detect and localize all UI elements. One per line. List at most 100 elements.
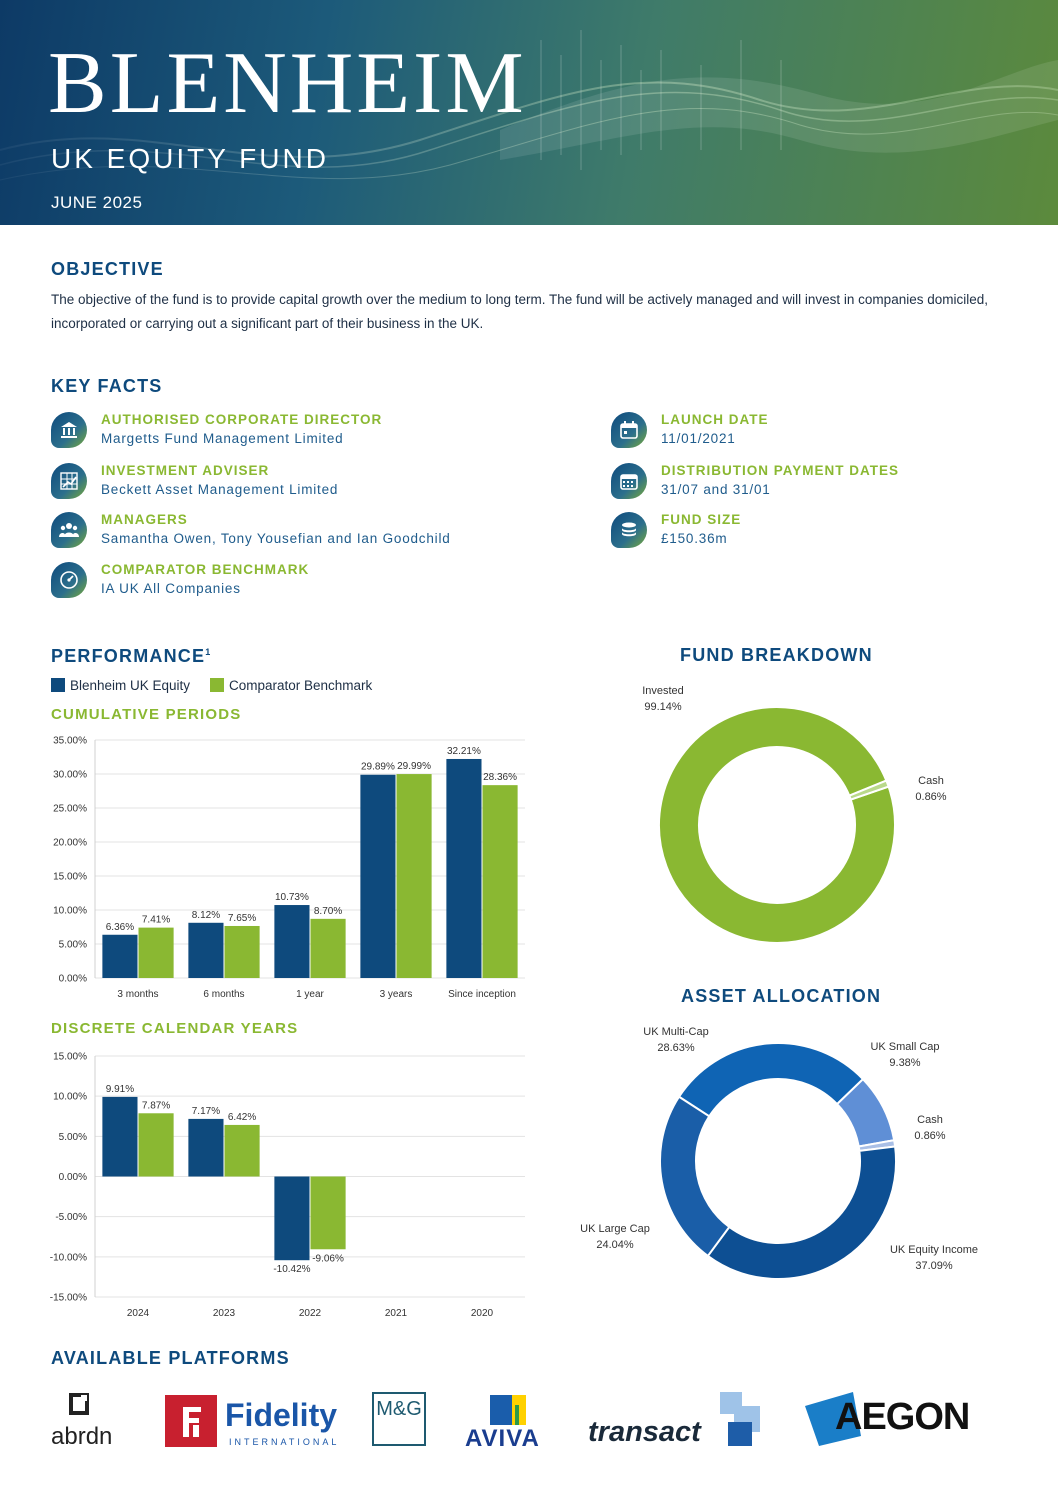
objective-text: The objective of the fund is to provide … — [51, 292, 988, 331]
brand-title: BLENHEIM — [48, 35, 527, 132]
slice-value-label: 9.38% — [889, 1057, 920, 1069]
y-tick-label: 10.00% — [53, 1092, 87, 1103]
slice-name-label: Cash — [918, 775, 944, 787]
x-tick-label: 2020 — [471, 1308, 494, 1319]
bar-data-label: 6.36% — [106, 922, 134, 933]
fact-value: £150.36m — [661, 531, 728, 546]
bar — [274, 905, 310, 978]
slice-value-label: 37.09% — [915, 1260, 953, 1272]
x-tick-label: 6 months — [203, 989, 244, 1000]
fidelity-wordmark: Fidelity — [225, 1397, 338, 1433]
x-tick-label: 3 months — [117, 989, 158, 1000]
bar — [138, 927, 174, 978]
fact-label: INVESTMENT ADVISER — [101, 463, 270, 478]
bar — [310, 918, 346, 978]
fund-breakdown-heading: FUND BREAKDOWN — [680, 645, 873, 665]
mandg-logo: M&G — [372, 1392, 426, 1446]
platforms-heading: AVAILABLE PLATFORMS — [51, 1348, 290, 1368]
bank-icon — [51, 412, 87, 448]
fidelity-f-icon — [165, 1395, 217, 1447]
fact-label: LAUNCH DATE — [661, 412, 769, 427]
legend-swatch-benchmark — [210, 678, 224, 692]
bar-data-label: 7.41% — [142, 915, 170, 926]
y-tick-label: 25.00% — [53, 804, 87, 815]
slice-name-label: UK Equity Income — [890, 1244, 978, 1256]
x-tick-label: 2022 — [299, 1308, 322, 1319]
y-tick-label: 10.00% — [53, 906, 87, 917]
bar — [224, 925, 260, 978]
slice-name-label: UK Large Cap — [580, 1223, 650, 1235]
gauge-icon — [51, 562, 87, 598]
abrdn-wordmark: abrdn — [51, 1423, 113, 1450]
bar — [396, 774, 432, 978]
bar — [102, 934, 138, 978]
performance-title: PERFORMANCE — [51, 646, 206, 666]
bar-data-label: 6.42% — [228, 1112, 256, 1123]
aegon-wordmark: AEGON — [835, 1396, 970, 1438]
slice-name-label: Cash — [917, 1114, 943, 1126]
chart-grid-icon — [51, 463, 87, 499]
bar — [188, 1118, 224, 1177]
calendar-grid-icon — [611, 463, 647, 499]
transact-logo: transact — [588, 1392, 768, 1452]
bar — [224, 1124, 260, 1177]
asset-allocation-donut: UK Multi-Cap 28.63% UK Small Cap 9.38% Cash 0… — [580, 1026, 978, 1280]
slice-value-label: 24.04% — [596, 1239, 634, 1251]
bar — [138, 1113, 174, 1177]
bar — [446, 758, 482, 978]
slice-name-label: UK Multi-Cap — [643, 1026, 708, 1038]
y-tick-label: 15.00% — [53, 1052, 87, 1063]
abrdn-mark-icon — [69, 1393, 89, 1415]
bar — [274, 1176, 310, 1261]
bar-data-label: 29.89% — [361, 762, 395, 773]
bar-data-label: 28.36% — [483, 772, 517, 783]
bar-data-label: 8.12% — [192, 910, 220, 921]
transact-wordmark: transact — [588, 1416, 701, 1448]
aegon-logo: AEGON — [805, 1392, 970, 1448]
fidelity-subtext: INTERNATIONAL — [229, 1437, 340, 1447]
donut-slice — [658, 706, 896, 945]
bar-data-label: 10.73% — [275, 892, 309, 903]
header-banner: BLENHEIM UK EQUITY FUND JUNE 2025 — [0, 0, 1058, 225]
bar-data-label: -9.06% — [312, 1253, 344, 1264]
legend-label-benchmark: Comparator Benchmark — [229, 678, 373, 693]
bar-data-label: 7.65% — [228, 913, 256, 924]
slice-value-label: 0.86% — [914, 1130, 945, 1142]
donut-slice — [659, 1095, 731, 1258]
fact-value: 31/07 and 31/01 — [661, 482, 771, 497]
fact-label: MANAGERS — [101, 512, 188, 527]
y-tick-label: -5.00% — [55, 1212, 87, 1223]
aviva-wordmark: AVIVA — [465, 1425, 540, 1452]
bar-data-label: 32.21% — [447, 746, 481, 757]
bar-data-label: 7.17% — [192, 1106, 220, 1117]
people-icon — [51, 512, 87, 548]
donut-slice — [847, 779, 890, 801]
donut-slice — [706, 1145, 897, 1280]
mandg-wordmark: M&G — [376, 1398, 422, 1420]
asset-allocation-heading: ASSET ALLOCATION — [681, 986, 882, 1006]
slice-name-label: UK Small Cap — [870, 1041, 939, 1053]
y-tick-label: -15.00% — [50, 1293, 87, 1304]
bar — [102, 1096, 138, 1177]
bar-data-label: 9.91% — [106, 1084, 134, 1095]
cumulative-heading: CUMULATIVE PERIODS — [51, 706, 242, 723]
fact-label: FUND SIZE — [661, 512, 742, 527]
y-tick-label: 0.00% — [59, 974, 87, 985]
objective-heading: OBJECTIVE — [51, 259, 164, 279]
y-tick-label: 5.00% — [59, 940, 87, 951]
footnote-marker: 1 — [205, 647, 212, 657]
report-date: JUNE 2025 — [51, 193, 143, 212]
donut-slice — [677, 1042, 865, 1118]
fact-label: DISTRIBUTION PAYMENT DATES — [661, 463, 900, 478]
slice-value-label: 28.63% — [657, 1042, 695, 1054]
bar — [360, 774, 396, 978]
fact-label: AUTHORISED CORPORATE DIRECTOR — [101, 412, 383, 427]
slice-value-label: 0.86% — [915, 791, 946, 803]
y-tick-label: 0.00% — [59, 1172, 87, 1183]
y-tick-label: 35.00% — [53, 736, 87, 747]
fund-breakdown-donut: Invested 99.14% Cash 0.86% — [642, 685, 947, 945]
y-tick-label: 20.00% — [53, 838, 87, 849]
fact-value: 11/01/2021 — [661, 431, 736, 446]
fact-value: IA UK All Companies — [101, 581, 241, 596]
key-facts-heading: KEY FACTS — [51, 376, 163, 396]
